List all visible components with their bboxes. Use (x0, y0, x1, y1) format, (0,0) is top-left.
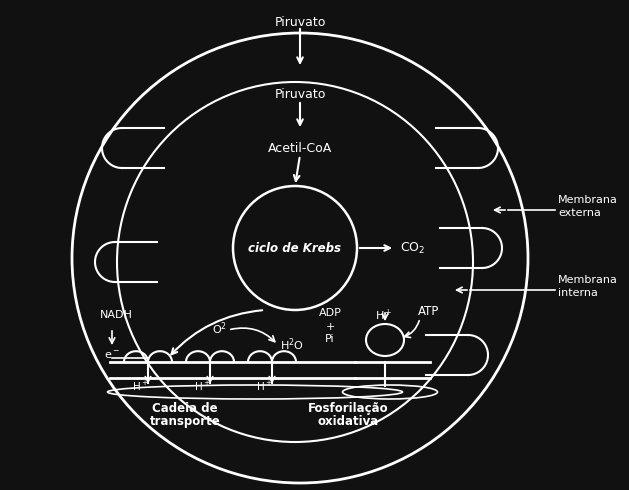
Text: Membrana: Membrana (558, 275, 618, 285)
Text: CO$_2$: CO$_2$ (400, 241, 425, 256)
Text: ciclo de Krebs: ciclo de Krebs (248, 242, 342, 254)
Text: O$^2$: O$^2$ (213, 320, 228, 337)
Text: H$^+$: H$^+$ (255, 380, 272, 393)
Text: externa: externa (558, 208, 601, 218)
Text: H$^+$: H$^+$ (194, 380, 210, 393)
Text: H$^2$O: H$^2$O (280, 337, 304, 353)
Text: +: + (325, 322, 335, 332)
Text: oxidativa: oxidativa (318, 415, 379, 428)
Text: Acetil-CoA: Acetil-CoA (268, 142, 332, 155)
Text: Pi: Pi (325, 334, 335, 344)
Text: Piruvato: Piruvato (274, 88, 326, 101)
Text: H$^+$: H$^+$ (375, 308, 392, 323)
Circle shape (233, 186, 357, 310)
Text: H$^+$: H$^+$ (131, 380, 148, 393)
Text: NADH: NADH (100, 310, 133, 320)
Text: ADP: ADP (318, 308, 342, 318)
Text: interna: interna (558, 288, 598, 298)
Text: Piruvato: Piruvato (274, 16, 326, 29)
Text: Membrana: Membrana (558, 195, 618, 205)
Text: transporte: transporte (150, 415, 220, 428)
Text: Fosforilação: Fosforilação (308, 402, 388, 415)
Text: e$^-$: e$^-$ (104, 350, 120, 361)
Text: Cadeia de: Cadeia de (152, 402, 218, 415)
Text: ATP: ATP (418, 305, 440, 318)
